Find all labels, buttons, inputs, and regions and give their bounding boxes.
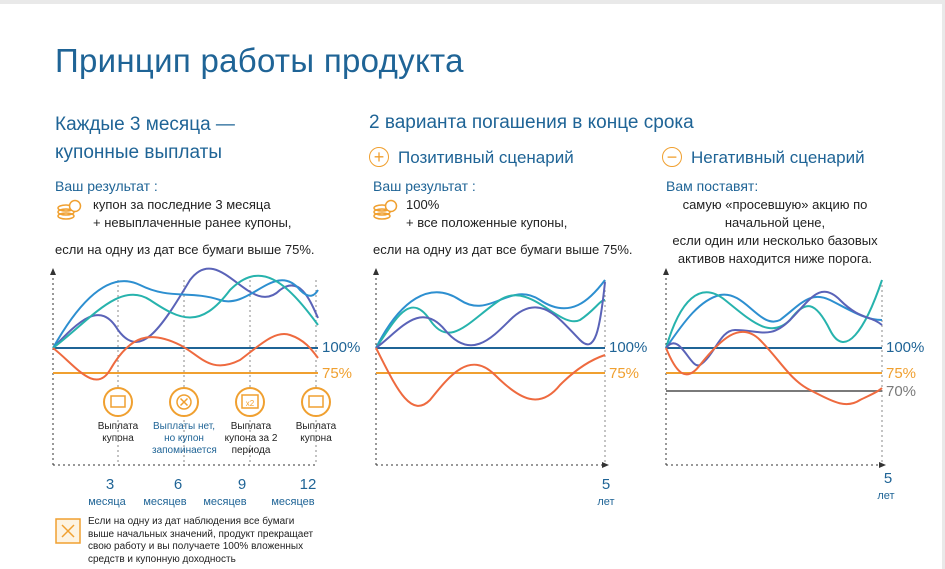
right-result-label: Вам поставят: — [666, 178, 759, 194]
right-desc-line1: самую «просевшую» акцию по — [682, 197, 868, 212]
left-x-unit-12: месяцев — [271, 496, 315, 508]
right-level-100-label: 100% — [886, 339, 925, 356]
middle-series-teal — [375, 294, 606, 349]
left-series-red — [52, 333, 319, 381]
page-title: Принцип работы продукта — [55, 42, 464, 79]
middle-level-75-label: 75% — [609, 365, 640, 382]
left-level-75-label: 75% — [322, 365, 353, 382]
cancel-icon — [169, 387, 199, 417]
right-x-unit: лет — [877, 490, 895, 502]
positive-scenario-title: Позитивный сценарий — [398, 148, 574, 167]
window-top-border — [0, 0, 945, 4]
event-label-3: Выплата купона за 2 периода — [224, 421, 278, 456]
double-coupon-icon: x2 — [235, 387, 265, 417]
left-heading-line2: купонные выплаты — [55, 142, 223, 163]
left-x-unit-3: месяца — [88, 496, 126, 508]
right-x-axis-arrow — [879, 462, 886, 468]
right-level-70-label: 70% — [886, 383, 917, 400]
event-label-4: Выплата купона — [295, 421, 337, 444]
middle-series-blue — [375, 279, 606, 349]
left-result-label: Ваш результат : — [55, 178, 158, 194]
middle-y-axis-arrow — [373, 268, 379, 275]
document-icon — [103, 387, 133, 417]
right-series-indigo — [665, 290, 883, 367]
early-redemption-note: Если на одну из дат наблюдения все бумаг… — [88, 516, 314, 565]
middle-result-label: Ваш результат : — [373, 178, 476, 194]
left-series-teal — [52, 274, 319, 349]
right-y-axis-arrow — [663, 268, 669, 275]
left-x-unit-9: месяцев — [203, 496, 247, 508]
left-x-tick-6: 6 — [173, 476, 183, 493]
right-level-75-label: 75% — [886, 365, 917, 382]
left-result-line2: + невыплаченные ранее купоны, — [93, 215, 292, 230]
middle-x-unit: лет — [597, 496, 615, 508]
right-x-tick-5: 5 — [883, 470, 893, 487]
double-coupon-badge: x2 — [246, 399, 255, 408]
document-icon — [301, 387, 331, 417]
left-series-blue — [52, 279, 319, 349]
left-level-100-label: 100% — [322, 339, 361, 356]
middle-series-indigo — [375, 281, 606, 349]
middle-x-tick-5: 5 — [601, 476, 611, 493]
event-label-1: Выплата купона — [97, 421, 139, 444]
left-result-line1: купон за последние 3 месяца — [93, 197, 271, 212]
plus-circle-icon: + — [369, 147, 389, 167]
event-label-2: Выплаты нет, но купон запоминается — [152, 421, 217, 456]
right-desc-line4: активов находится ниже порога. — [677, 251, 873, 266]
left-x-tick-3: 3 — [105, 476, 115, 493]
middle-result-line1: 100% — [406, 197, 440, 212]
right-series-blue — [665, 293, 883, 349]
coins-icon — [373, 199, 398, 220]
early-redemption-icon — [55, 518, 81, 544]
window-right-border — [942, 0, 945, 569]
minus-circle-icon: − — [662, 147, 682, 167]
left-series-indigo — [52, 267, 319, 349]
negative-scenario-title: Негативный сценарий — [691, 148, 865, 167]
left-x-tick-12: 12 — [299, 476, 317, 493]
right-series-red — [665, 330, 883, 406]
middle-x-axis-arrow — [602, 462, 609, 468]
right-desc-line3: если один или несколько базовых — [672, 233, 878, 248]
left-chart-axes — [50, 268, 318, 466]
middle-series-red — [375, 347, 606, 407]
left-heading: Каждые 3 месяца — купонные выплаты — [55, 112, 235, 165]
left-y-axis-arrow — [50, 268, 56, 275]
middle-condition: если на одну из дат все бумаги выше 75%. — [373, 242, 633, 257]
left-condition: если на одну из дат все бумаги выше 75%. — [55, 242, 315, 257]
middle-heading: 2 варианта погашения в конце срока — [369, 112, 694, 133]
middle-result-line2: + все положенные купоны, — [406, 215, 568, 230]
right-series-teal — [665, 279, 883, 349]
left-x-unit-6: месяцев — [143, 496, 187, 508]
right-desc-line2: начальной цене, — [724, 215, 826, 230]
left-x-tick-9: 9 — [237, 476, 247, 493]
coins-icon — [57, 199, 82, 220]
middle-level-100-label: 100% — [609, 339, 648, 356]
left-heading-line1: Каждые 3 месяца — — [55, 114, 235, 135]
